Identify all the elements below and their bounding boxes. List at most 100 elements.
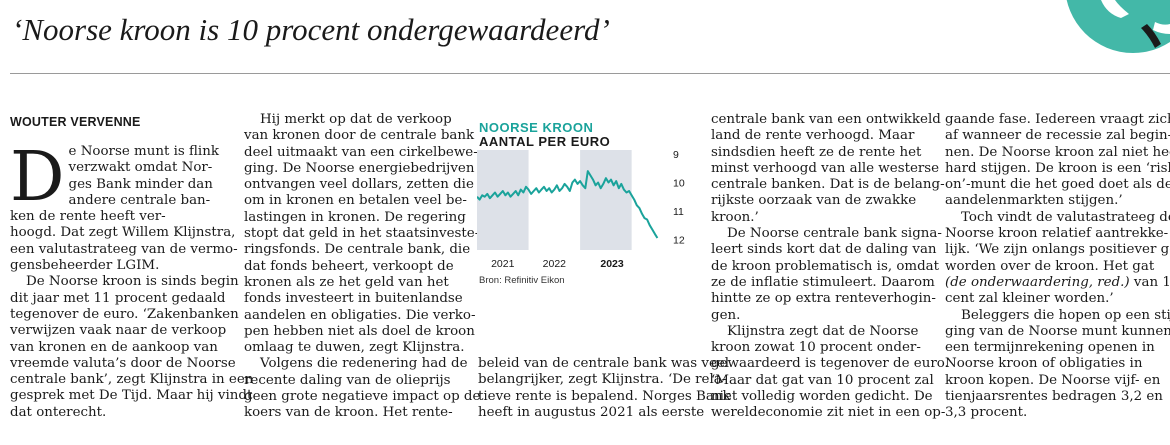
article-line: koers van de kroon. Het rente-	[244, 405, 453, 421]
article-line: Klijnstra zegt dat de Noorse	[727, 323, 919, 339]
article-line: dat onterecht.	[10, 404, 107, 420]
article-line: fonds investeert in buitenlandse	[244, 291, 463, 307]
article-line: vreemde valuta’s door de Noorse	[10, 355, 236, 371]
drop-cap: D	[10, 138, 65, 217]
article-line: minst verhoogd van alle westerse	[711, 160, 940, 176]
article-line: de kroon problematisch is, omdat	[711, 258, 940, 274]
article-line: kroon kopen. De Noorse vijf- en	[945, 372, 1161, 388]
article-line: e Noorse munt is flink	[68, 144, 219, 159]
article-line: lastingen in kronen. De regering	[244, 209, 466, 225]
article-line: dit jaar met 11 procent gedaald	[10, 290, 226, 306]
article-line: ze de inflatie stimuleert. Daarom	[711, 274, 935, 290]
article-line: centrale bank van een ontwikkeld	[711, 112, 941, 127]
article-line: kroon.’	[711, 209, 759, 225]
article-line: hintte ze op extra renteverhogin-	[711, 291, 936, 307]
article-line: verzwakt omdat Nor-	[68, 160, 213, 176]
article-line: ges Bank minder dan	[68, 176, 213, 192]
article-column-1: D e Noorse munt is flink verzwakt omdat N…	[10, 138, 253, 421]
article-line: dat fonds beheert, verkoopt de	[244, 258, 454, 274]
article-line: aandelen en obligaties. Die verko-	[244, 307, 476, 323]
article-line: 3,3 procent.	[945, 405, 1028, 421]
article-line: heeft in augustus 2021 als eerste	[478, 404, 705, 420]
article-line: ontvangen veel dollars, zetten die	[244, 177, 474, 193]
article-line: Toch vindt de valutastrateeg de	[961, 209, 1170, 225]
article-line: af wanneer de recessie zal begin-	[945, 128, 1170, 144]
y-tick-label: 11	[673, 206, 684, 218]
byline: WOUTER VERVENNE	[10, 115, 141, 129]
chart-subtitle: AANTAL PER EURO	[479, 134, 611, 149]
article-line: gesprek met De Tijd. Maar hij vindt	[10, 388, 253, 404]
article-line: tegenover de euro. ‘Zakenbanken	[10, 306, 239, 322]
article-line: pen hebben niet als doel de kroon	[244, 323, 475, 339]
article-line: andere centrale ban-	[68, 192, 211, 208]
article-line: een valutastrateeg van de vermo-	[10, 241, 238, 257]
article-line: ging. De Noorse energiebedrijven	[244, 160, 475, 176]
x-tick-label: 2021	[491, 258, 515, 270]
article-line: wereldeconomie zit niet in een op-	[711, 405, 946, 421]
article-line: gen.	[711, 307, 741, 323]
article-line: niet volledig worden gedicht. De	[711, 389, 933, 405]
article-line: hoogd. Dat zegt Willem Klijnstra,	[10, 225, 236, 241]
article-line: Volgens die redenering had de	[260, 356, 468, 372]
editor-note: (de onderwaardering, red.)	[945, 274, 1130, 290]
article-line: om in kronen en betalen veel be-	[244, 193, 467, 209]
x-tick-label: 2022	[543, 258, 567, 270]
y-tick-label: 9	[673, 150, 679, 161]
article-line: hard stijgen. De kroon is een ‘risk	[945, 160, 1170, 176]
article-line: lijk. ‘We zijn onlangs positiever ge-	[945, 242, 1170, 258]
article-line: een termijnrekening openen in	[945, 340, 1155, 356]
headline: ‘Noorse kroon is 10 procent ondergewaard…	[12, 12, 610, 47]
article-line: verwijzen vaak naar de verkoop	[10, 323, 227, 339]
article-line: nen. De Noorse kroon zal niet heel	[945, 144, 1170, 160]
x-tick-label: 2023	[600, 258, 624, 270]
article-line: cent zal kleiner worden.’	[945, 291, 1114, 307]
article-line: De Noorse centrale bank signa-	[727, 226, 942, 242]
article-line: omlaag te duwen, zegt Klijnstra.	[244, 340, 465, 356]
article-column-3: beleid van de centrale bank was veel bela…	[478, 356, 731, 421]
article-line: worden over de kroon. Het gat	[945, 259, 1167, 275]
series-line	[477, 170, 659, 239]
article-line: recente daling van de olieprijs	[244, 372, 451, 388]
article-column-2: Hij merkt op dat de verkoop van kronen do…	[244, 112, 481, 422]
article-line: stopt dat geld in het staatsinveste-	[244, 226, 480, 242]
article-line: tieve rente is bepalend. Norges Bank	[478, 388, 731, 404]
article-line: sindsdien heeft ze de rente het	[711, 144, 922, 160]
article-line: aandelenmarkten stijgen.’	[945, 193, 1123, 209]
article-line: ‘Maar dat gat van 10 procent zal	[711, 372, 934, 388]
article-line: ging van de Noorse munt kunnen	[945, 323, 1170, 339]
article-line: gaande fase. Iedereen vraagt zich	[945, 112, 1170, 127]
y-tick-label: 10	[673, 177, 685, 189]
article-column-5: gaande fase. Iedereen vraagt zich af wann…	[945, 112, 1170, 422]
article-line: geen grote negatieve impact op de	[244, 389, 481, 405]
article-line: beleid van de centrale bank was veel	[478, 356, 730, 371]
article-line: ringsfonds. De centrale bank, die	[244, 242, 471, 258]
article-line-part: worden over de kroon. Het gat	[945, 258, 1155, 274]
article-line: tienjaarsrentes bedragen 3,2 en	[945, 389, 1163, 405]
article-line: deel uitmaakt van een cirkelbewe-	[244, 144, 478, 160]
corner-illustration	[1066, 0, 1170, 53]
article-line: De Noorse kroon is sinds begin	[26, 274, 239, 290]
shaded-year-band	[580, 150, 632, 250]
article-line: Noorse kroon relatief aantrekke-	[945, 226, 1169, 242]
y-tick-label: 12	[673, 234, 685, 246]
chart-source: Bron: Refinitiv Eikon	[479, 275, 565, 286]
article-line: centrale banken. Dat is de belang-	[711, 177, 945, 193]
article-line: kroon zowat 10 procent onder-	[711, 340, 921, 356]
article-line: (de onderwaardering, red.) van 10 pro-	[945, 274, 1170, 291]
article-line: kronen als ze het geld van het	[244, 274, 449, 290]
article-line: Beleggers die hopen op een stij-	[961, 307, 1170, 323]
shaded-year-band	[477, 150, 529, 250]
article-line: belangrijker, zegt Klijnstra. ‘De rela-	[478, 372, 727, 388]
article-line: gensbeheerder LGIM.	[10, 258, 160, 274]
article-line: Hij merkt op dat de verkoop	[260, 112, 452, 127]
article-line: Noorse kroon of obligaties in	[945, 356, 1143, 372]
header-rule	[10, 73, 1170, 74]
article-line: ken de rente heeft ver-	[10, 209, 166, 225]
article-line: land de rente verhoogd. Maar	[711, 128, 915, 144]
nok-eur-chart: 9 10 11 12 2021 2022 2023	[477, 150, 685, 270]
article-line: leert sinds kort dat de daling van	[711, 242, 937, 258]
chart-title: NOORSE KROON	[479, 120, 594, 135]
article-line: rijkste oorzaak van de zwakke	[711, 193, 917, 209]
article-line: gewaardeerd is tegenover de euro.	[711, 356, 949, 372]
article-line: van kronen door de centrale bank	[244, 128, 475, 144]
